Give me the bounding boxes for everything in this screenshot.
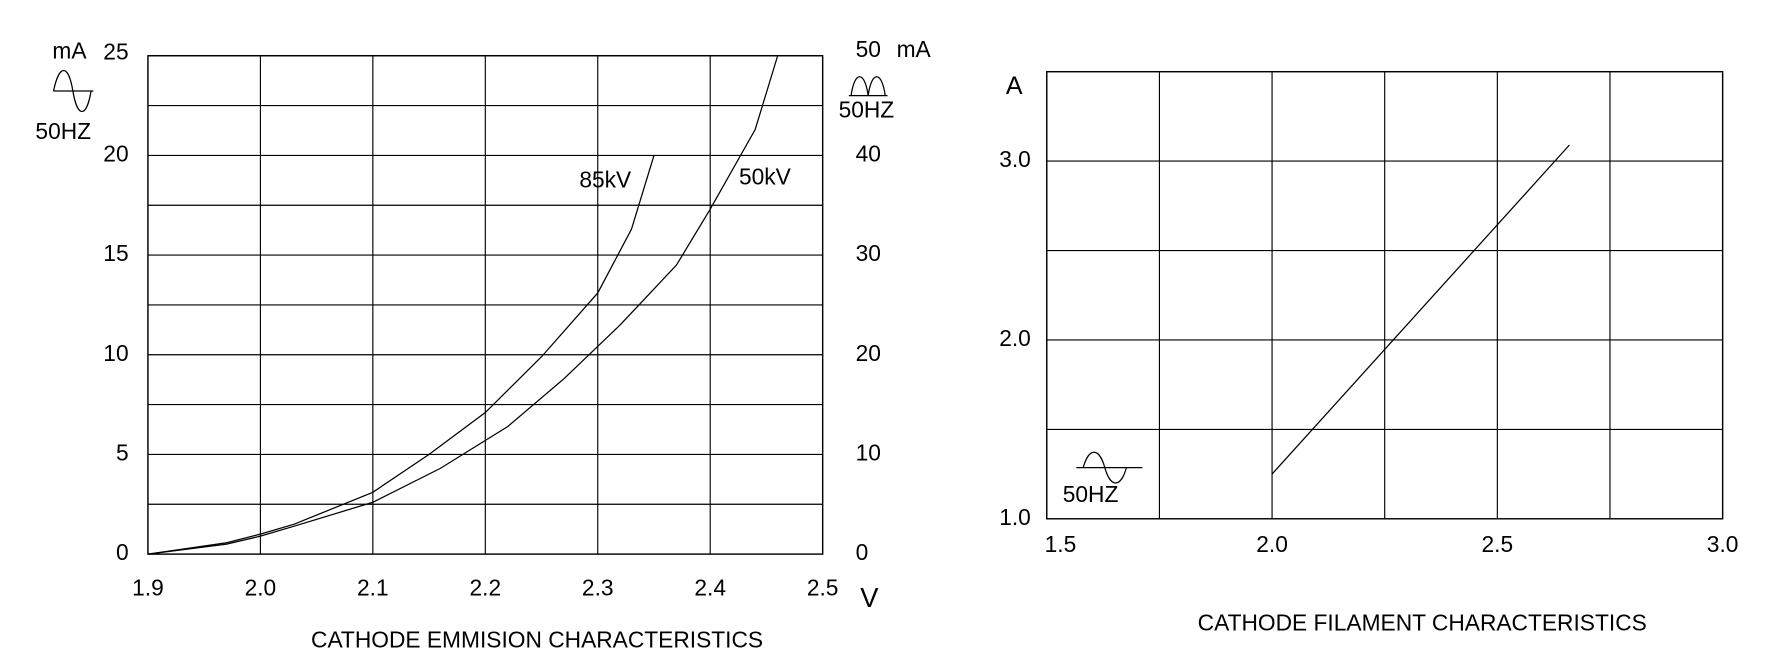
x-tick-label: 2.4 (694, 574, 726, 600)
series-line (147, 155, 655, 555)
y-tick-label: 20 (103, 140, 128, 166)
plot-frame (147, 55, 824, 555)
y2-unit: mA (897, 36, 932, 62)
y-tick-label: 5 (116, 439, 129, 465)
symbol-label: 50HZ (839, 97, 895, 123)
y-tick-label: 15 (103, 240, 128, 266)
ac-symbol (1076, 451, 1143, 484)
series-line (147, 55, 779, 555)
y-tick-label: 0 (116, 539, 129, 565)
series-label: 85kV (579, 167, 632, 193)
chart-title: CATHODE FILAMENT CHARACTERISTICS (1198, 610, 1647, 636)
ac-symbol (52, 70, 94, 112)
y-tick-label: 25 (103, 38, 128, 64)
y2-tick-label: 50 (856, 36, 881, 62)
y2-tick-label: 0 (856, 539, 869, 565)
x-tick-label: 1.5 (1045, 531, 1077, 557)
full-wave-symbol (848, 76, 888, 97)
x-tick-label: 2.2 (469, 574, 501, 600)
y-tick-label: 1.0 (999, 504, 1031, 530)
x-tick-label: 3.0 (1707, 531, 1739, 557)
series-line (1271, 144, 1570, 475)
y-tick-label: 2.0 (999, 325, 1031, 351)
symbol-label: 50HZ (1063, 481, 1119, 507)
x-tick-label: 2.0 (245, 574, 277, 600)
x-tick-label: 2.0 (1256, 531, 1288, 557)
y-unit: A (1006, 72, 1023, 100)
y-tick-label: 10 (103, 340, 128, 366)
x-unit: V (860, 582, 879, 613)
y2-tick-label: 10 (856, 439, 881, 465)
y2-tick-label: 40 (856, 140, 881, 166)
y-unit: mA (52, 37, 87, 63)
y2-tick-label: 20 (856, 340, 881, 366)
x-tick-label: 2.1 (357, 574, 389, 600)
x-tick-label: 2.5 (1482, 531, 1514, 557)
x-tick-label: 2.3 (582, 574, 614, 600)
x-tick-label: 1.9 (132, 574, 164, 600)
symbol-label: 50HZ (35, 118, 91, 144)
plot-frame (1046, 70, 1724, 520)
chart-title: CATHODE EMMISION CHARACTERISTICS (311, 627, 763, 653)
series-label: 50kV (739, 164, 792, 190)
y2-tick-label: 30 (856, 240, 881, 266)
x-tick-label: 2.5 (807, 574, 839, 600)
y-tick-label: 3.0 (999, 146, 1031, 172)
